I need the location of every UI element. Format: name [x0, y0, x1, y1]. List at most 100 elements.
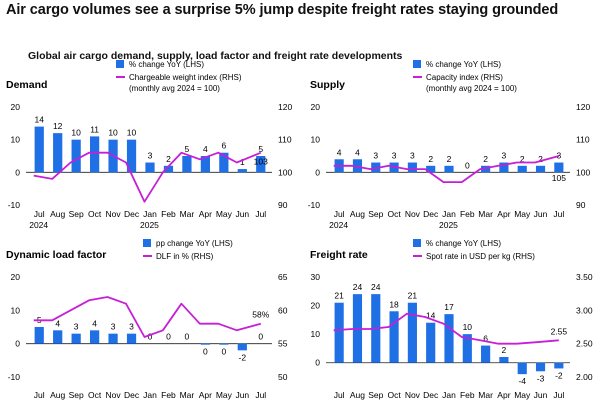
panel-freight_rate-month-label: Apr — [497, 390, 510, 400]
panel-supply-month-label: Jan — [442, 209, 456, 219]
panel-demand-year-label: 2025 — [140, 220, 159, 230]
panel-demand-bar — [163, 165, 174, 173]
panel-demand-right-tick: 120 — [278, 102, 292, 112]
panel-supply-month-label: Jul — [553, 209, 564, 219]
panel-freight_rate-month-label: Sep — [368, 390, 383, 400]
panel-load_factor-bar — [219, 343, 229, 345]
panel-load_factor-left-tick: 20 — [11, 272, 21, 282]
panel-load_factor-bar-label: 3 — [74, 322, 79, 332]
panel-freight_rate-bar-label: 17 — [444, 302, 454, 312]
panel-freight_rate-bar — [517, 362, 527, 375]
panel-supply-bar — [407, 162, 417, 173]
panel-load_factor-month-label: Jul — [255, 390, 266, 400]
panel-demand-bar — [53, 133, 63, 173]
panel-freight_rate-bar — [462, 334, 472, 363]
panel-freight_rate-bar-label: 14 — [426, 311, 436, 321]
panel-demand-month-label: Jul — [255, 209, 266, 219]
panel-demand-bar — [34, 126, 44, 173]
panel-supply-bar — [444, 165, 454, 173]
panel-demand-bar-label: 6 — [221, 141, 226, 151]
panel-supply-right-tick: 120 — [576, 102, 590, 112]
panel-load_factor-month-label: May — [216, 390, 233, 400]
panel-demand-left-tick: 20 — [11, 102, 21, 112]
panel-demand-bar-label: 10 — [108, 128, 118, 138]
panel-load_factor-month-label: Jan — [143, 390, 157, 400]
panel-load_factor-bar-label: 4 — [55, 318, 60, 328]
panel-demand-month-label: Jul — [34, 209, 45, 219]
panel-demand-month-label: Sep — [69, 209, 84, 219]
panel-load_factor-month-label: Oct — [88, 390, 102, 400]
panel-freight_rate-legend-line-label: Spot rate in USD per kg (RHS) — [426, 252, 535, 261]
panel-freight_rate-line-series — [333, 312, 559, 345]
panel-supply-month-label: Aug — [350, 209, 365, 219]
panel-supply-right-tick: 100 — [576, 167, 590, 177]
panel-supply-bar-label: 4 — [337, 147, 342, 157]
panel-load_factor-bar — [53, 330, 63, 344]
panel-load_factor-left-tick: -10 — [8, 372, 21, 382]
panel-freight_rate-bar — [499, 357, 509, 363]
panel-freight_rate-legend-bar-swatch — [413, 239, 421, 247]
panel-demand-legend-line-label: Chargeable weight index (RHS) — [129, 73, 242, 82]
panel-demand-bar — [145, 162, 155, 173]
panel-load_factor-bar — [126, 333, 137, 344]
panel-load_factor-bar — [200, 343, 210, 345]
panel-demand-month-label: Mar — [180, 209, 195, 219]
panel-freight_rate-right-tick: 2.50 — [576, 339, 593, 349]
panel-load_factor-month-label: Dec — [124, 390, 140, 400]
panel-supply-month-label: Dec — [423, 209, 439, 219]
panel-supply-bar-label: 2 — [428, 154, 433, 164]
panel-load_factor-bar-label: 3 — [111, 322, 116, 332]
panel-freight_rate-month-label: Mar — [478, 390, 493, 400]
panel-supply-bar-label: 2 — [447, 154, 452, 164]
panel-freight_rate-month-label: Nov — [405, 390, 421, 400]
panel-load_factor-title: Dynamic load factor — [6, 249, 106, 261]
panel-demand-month-label: Feb — [161, 209, 176, 219]
panel-supply-month-label: Jun — [534, 209, 548, 219]
panel-load_factor-month-label: Jun — [235, 390, 249, 400]
panel-load_factor-month-label: Aug — [50, 390, 65, 400]
panel-demand-bar — [182, 156, 192, 173]
panel-freight_rate-month-label: Feb — [460, 390, 475, 400]
panel-freight_rate-month-label: Jan — [442, 390, 456, 400]
panel-load_factor-bar-label: 0 — [185, 332, 190, 342]
panel-demand-bar-label: 3 — [148, 151, 153, 161]
panel-demand-bar-label: 1 — [240, 157, 245, 167]
panel-supply-bar-label: 2 — [483, 154, 488, 164]
panel-load_factor-left-tick: 0 — [15, 339, 20, 349]
panel-demand-right-tick: 110 — [278, 135, 292, 145]
panel-supply-left-tick: 20 — [311, 102, 321, 112]
panel-supply-bar-label: 4 — [355, 147, 360, 157]
panel-freight_rate-month-label: Jul — [553, 390, 564, 400]
panel-demand-bar-label: 12 — [53, 121, 63, 131]
panel-freight_rate-month-label: May — [514, 390, 531, 400]
panel-freight_rate-left-tick: 0 — [315, 358, 320, 368]
panel-load_factor-bar-label: -2 — [239, 352, 247, 362]
panel-load_factor-bar-label: 0 — [203, 347, 208, 357]
panel-demand-bar-label: 4 — [203, 144, 208, 154]
panel-freight_rate-month-label: Aug — [350, 390, 365, 400]
panel-demand-left-tick: 10 — [11, 135, 21, 145]
panel-demand-month-label: Jun — [235, 209, 249, 219]
panel-freight_rate-bar-label: 6 — [483, 334, 488, 344]
panel-freight_rate-left-tick: 20 — [311, 301, 321, 311]
panel-demand-bar — [200, 156, 210, 173]
panel-demand-month-label: Jan — [143, 209, 157, 219]
panel-freight_rate-right-tick: 2.00 — [576, 372, 593, 382]
panel-supply-month-label: Jul — [334, 209, 345, 219]
panel-freight_rate-bar-label: 10 — [463, 322, 473, 332]
panel-supply-bar-label: 2 — [520, 154, 525, 164]
panel-supply-bar — [352, 159, 363, 173]
panel-supply-month-label: Sep — [368, 209, 383, 219]
panel-load_factor-bar — [71, 333, 81, 344]
panel-freight_rate-bar — [535, 362, 546, 372]
panel-supply-right-tick: 110 — [576, 135, 590, 145]
panel-freight_rate-month-label: Dec — [423, 390, 439, 400]
panel-freight_rate-left-tick: 30 — [311, 272, 321, 282]
panel-freight_rate-bar — [481, 345, 491, 363]
panel-load_factor-bar-label: 0 — [221, 347, 226, 357]
panel-load_factor-right-tick: 65 — [278, 272, 288, 282]
panel-load_factor-month-label: Apr — [199, 390, 212, 400]
panel-supply-line-series — [333, 155, 560, 184]
main-title: Air cargo volumes see a surprise 5% jump… — [6, 2, 559, 18]
